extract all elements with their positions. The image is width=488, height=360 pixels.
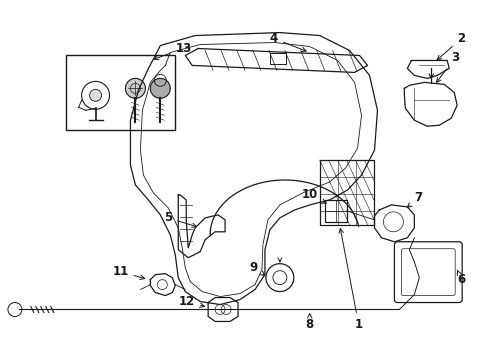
- Text: 4: 4: [269, 32, 305, 51]
- Text: 3: 3: [436, 51, 458, 82]
- Text: 5: 5: [163, 211, 196, 228]
- Text: 13: 13: [154, 42, 191, 60]
- Text: 11: 11: [112, 265, 144, 279]
- Bar: [269, 54, 285, 64]
- Circle shape: [150, 78, 170, 98]
- Text: 10: 10: [301, 188, 325, 203]
- Bar: [324, 200, 346, 222]
- Circle shape: [89, 89, 102, 101]
- Text: 6: 6: [456, 270, 465, 286]
- Text: 12: 12: [179, 295, 204, 308]
- Bar: [319, 160, 374, 225]
- Text: 9: 9: [249, 261, 264, 275]
- Circle shape: [125, 78, 145, 98]
- Bar: [65, 55, 175, 130]
- Text: 8: 8: [305, 314, 313, 331]
- Text: 2: 2: [436, 32, 465, 60]
- Text: 7: 7: [407, 192, 422, 207]
- Text: 1: 1: [338, 229, 362, 331]
